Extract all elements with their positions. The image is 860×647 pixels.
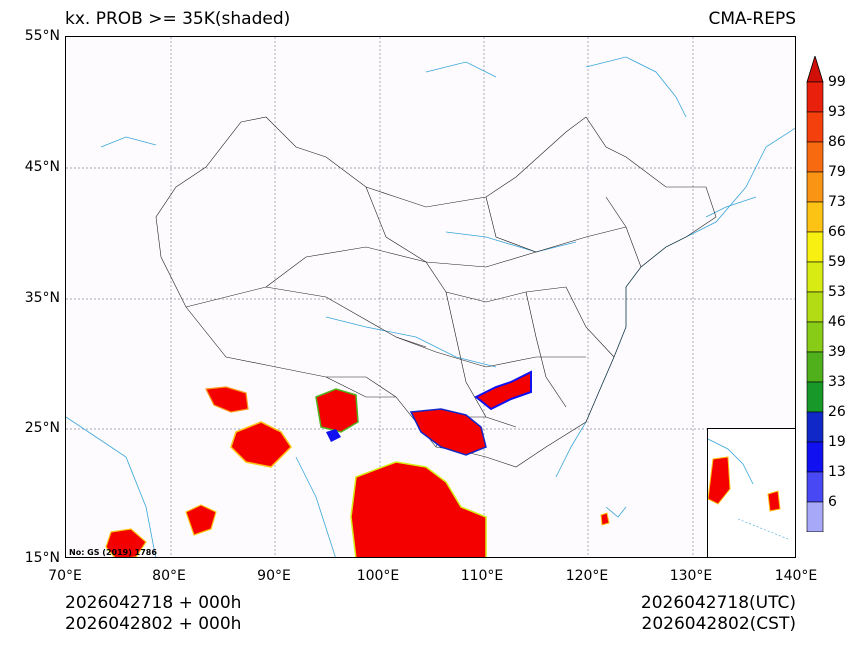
colorbar-label: 59 [828,254,846,270]
colorbar-label: 93 [828,104,846,120]
colorbar-label: 99 [828,74,846,90]
utc-time: 2026042718(UTC) [640,593,796,613]
colorbar-segment [806,141,824,173]
lon-label: 80°E [152,568,186,584]
lat-label: 45°N [24,159,60,175]
cst-time: 2026042802(CST) [641,614,796,634]
lon-label: 100°E [356,568,400,584]
colorbar-segment [806,81,824,113]
colorbar [806,56,824,532]
model-name: CMA-REPS [708,9,796,29]
colorbar-label: 26 [828,404,846,420]
map-approval-note: No: GS (2019) 1786 [69,548,157,557]
probability-shading [105,370,610,557]
colorbar-segment [806,381,824,413]
colorbar-segment [806,111,824,143]
map-canvas [66,37,795,557]
colorbar-label: 33 [828,374,846,390]
lat-label: 55°N [24,28,60,44]
colorbar-top-arrow [806,56,824,83]
colorbar-segment [806,321,824,353]
lon-label: 70°E [48,568,82,584]
lat-label: 15°N [24,550,60,566]
lon-label: 130°E [669,568,713,584]
colorbar-segment [806,501,824,532]
footer-right: 2026042718(UTC) 2026042802(CST) [641,593,796,635]
lon-label: 120°E [565,568,609,584]
colorbar-label: 6 [828,494,837,510]
lat-label: 35°N [24,290,60,306]
colorbar-segment [806,171,824,203]
south-china-sea-inset [707,428,796,558]
colorbar-label: 39 [828,344,846,360]
colorbar-segment [806,351,824,383]
lon-label: 110°E [460,568,504,584]
valid-time-line: 2026042802 + 000h [65,614,242,634]
colorbar-label: 73 [828,194,846,210]
footer-left: 2026042718 + 000h 2026042802 + 000h [65,593,241,635]
colorbar-label: 13 [828,464,846,480]
colorbar-segment [806,411,824,443]
colorbar-label: 53 [828,284,846,300]
country-borders [155,116,717,468]
lon-label: 140°E [774,568,818,584]
colorbar-segment [806,471,824,503]
colorbar-label: 19 [828,434,846,450]
colorbar-label: 86 [828,134,846,150]
init-time-line: 2026042718 + 000h [65,593,242,613]
colorbar-segment [806,231,824,263]
colorbar-segment [806,201,824,233]
inset-map [708,438,789,540]
colorbar-segment [806,291,824,323]
colorbar-label: 46 [828,314,846,330]
colorbar-label: 66 [828,224,846,240]
colorbar-label: 79 [828,164,846,180]
map-panel[interactable] [65,36,796,558]
chart-title: kx. PROB >= 35K(shaded) [65,9,291,29]
lon-label: 90°E [257,568,291,584]
lat-label: 25°N [24,420,60,436]
colorbar-segment [806,261,824,293]
colorbar-segment [806,441,824,473]
